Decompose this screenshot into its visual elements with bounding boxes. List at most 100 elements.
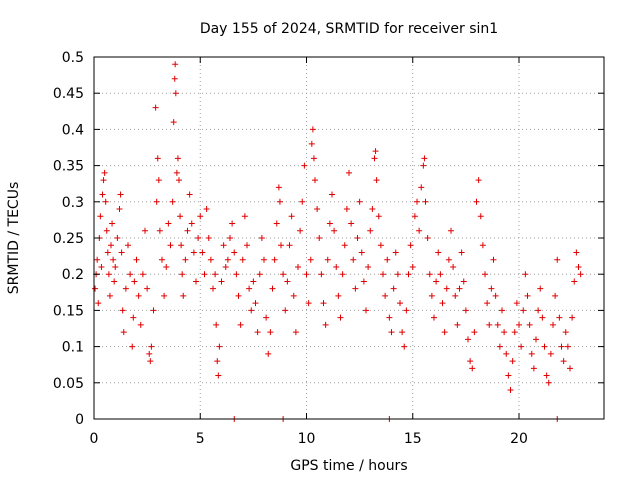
data-point (344, 206, 350, 212)
data-point (261, 257, 267, 263)
data-point (299, 199, 305, 205)
data-point (499, 307, 505, 313)
data-point (512, 329, 518, 335)
data-point (142, 228, 148, 234)
y-tick-label: 0.25 (53, 231, 84, 247)
data-point (94, 257, 100, 263)
data-point (539, 315, 545, 321)
data-point (125, 242, 131, 248)
grid-lines (94, 57, 604, 419)
data-point (329, 192, 335, 198)
data-point (274, 221, 280, 227)
data-point (216, 344, 222, 350)
data-point (563, 329, 569, 335)
data-point (446, 257, 452, 263)
data-point (556, 315, 562, 321)
data-point (180, 293, 186, 299)
data-point (325, 257, 331, 263)
y-axis-ticks: 0 0.05 0.1 0.15 0.2 0.25 0.3 0.35 0.4 0.45 0.5 (53, 50, 604, 428)
data-point (151, 307, 157, 313)
data-point (175, 155, 181, 161)
data-point (177, 213, 183, 219)
data-point (488, 286, 494, 292)
data-point (576, 264, 582, 270)
data-point (495, 322, 501, 328)
data-point (127, 271, 133, 277)
data-point (282, 307, 288, 313)
data-point (119, 249, 125, 255)
data-point (382, 293, 388, 299)
data-point (486, 322, 492, 328)
data-point (131, 278, 137, 284)
data-point (373, 148, 379, 154)
data-point (561, 358, 567, 364)
data-point (459, 249, 465, 255)
data-point (431, 315, 437, 321)
data-point (100, 192, 106, 198)
data-point (165, 221, 171, 227)
data-point (109, 221, 115, 227)
data-point (520, 307, 526, 313)
data-point (435, 249, 441, 255)
data-point (136, 293, 142, 299)
data-point (272, 257, 278, 263)
data-point (510, 358, 516, 364)
data-point (101, 177, 107, 183)
data-point (391, 286, 397, 292)
data-point (202, 271, 208, 277)
data-point (195, 235, 201, 241)
data-point (525, 293, 531, 299)
data-point (112, 264, 118, 270)
data-point (138, 322, 144, 328)
data-point (240, 257, 246, 263)
data-point (389, 329, 395, 335)
data-point (111, 278, 117, 284)
data-point (440, 300, 446, 306)
data-point (102, 170, 108, 176)
data-point (535, 307, 541, 313)
data-point (554, 257, 560, 263)
data-point (542, 344, 548, 350)
data-point (246, 286, 252, 292)
data-point (129, 344, 135, 350)
data-point (469, 365, 475, 371)
data-point (253, 300, 259, 306)
y-tick-label: 0.1 (62, 340, 84, 356)
data-point (255, 329, 261, 335)
data-point (369, 206, 375, 212)
data-point (295, 264, 301, 270)
data-point (280, 271, 286, 277)
data-point (98, 264, 104, 270)
data-point (120, 307, 126, 313)
data-point (147, 358, 153, 364)
data-point (210, 286, 216, 292)
data-point (311, 155, 317, 161)
data-point (410, 264, 416, 270)
data-point (429, 293, 435, 299)
data-point (433, 278, 439, 284)
data-point (493, 293, 499, 299)
data-point (318, 271, 324, 277)
data-point (522, 271, 528, 277)
data-point (508, 387, 514, 393)
data-point (276, 184, 282, 190)
x-tick-label: 10 (298, 431, 316, 447)
data-point (569, 315, 575, 321)
data-point (386, 315, 392, 321)
data-point (573, 249, 579, 255)
data-point (414, 199, 420, 205)
data-point (214, 358, 220, 364)
data-point (178, 242, 184, 248)
data-points (92, 61, 584, 422)
data-point (146, 351, 152, 357)
x-tick-label: 15 (404, 431, 422, 447)
data-point (168, 242, 174, 248)
data-point (206, 235, 212, 241)
data-point (257, 271, 263, 277)
data-point (474, 199, 480, 205)
data-point (497, 344, 503, 350)
data-point (174, 170, 180, 176)
data-point (448, 228, 454, 234)
data-point (212, 271, 218, 277)
data-point (244, 242, 250, 248)
